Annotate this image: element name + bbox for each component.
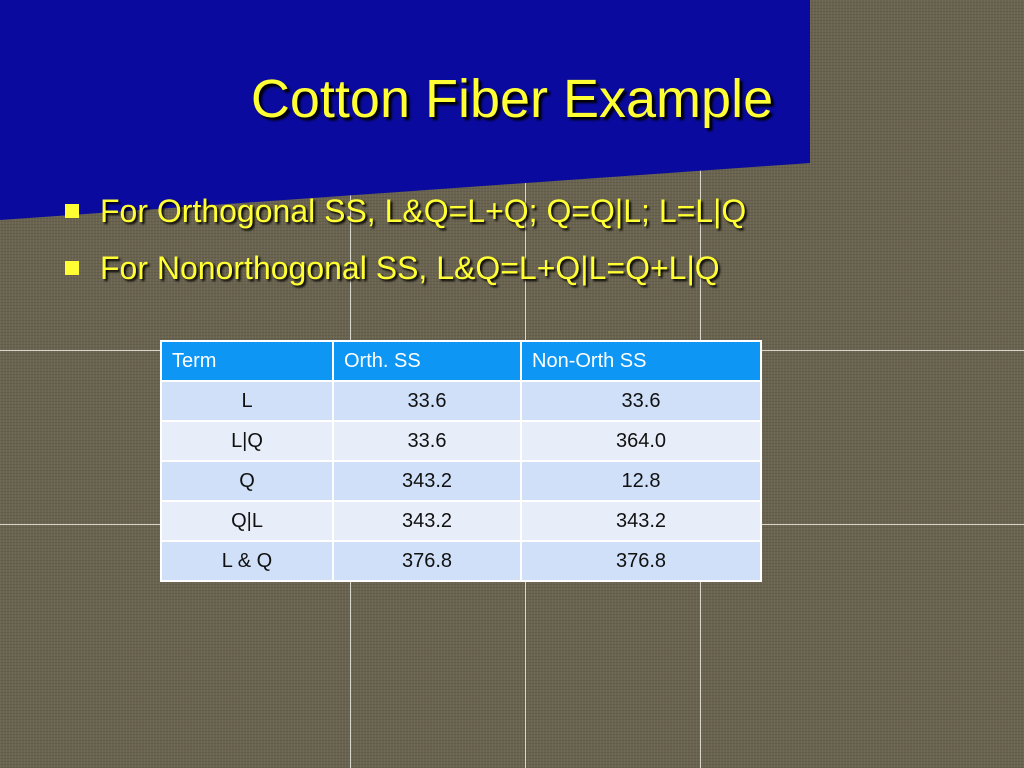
- table-row: Q 343.2 12.8: [160, 460, 762, 502]
- ss-table: Term Orth. SS Non-Orth SS L 33.6 33.6 L|Q 33.6…: [160, 340, 762, 582]
- table-cell: Q: [160, 460, 334, 502]
- table-row: L & Q 376.8 376.8: [160, 540, 762, 582]
- table-cell: 343.2: [332, 460, 522, 502]
- column-header: Non-Orth SS: [520, 340, 762, 382]
- table-body: L 33.6 33.6 L|Q 33.6 364.0 Q 343.2 12.8 Q|L 343.2 3…: [160, 380, 762, 582]
- bullet: For Nonorthogonal SS, L&Q=L+Q|L=Q+L|Q: [62, 245, 746, 302]
- table-cell: 33.6: [520, 380, 762, 422]
- table-row: Q|L 343.2 343.2: [160, 500, 762, 542]
- blue-shape: [0, 0, 810, 220]
- table-cell: L & Q: [160, 540, 334, 582]
- table-row: L 33.6 33.6: [160, 380, 762, 422]
- column-header: Orth. SS: [332, 340, 522, 382]
- table-cell: 376.8: [520, 540, 762, 582]
- table-cell: 364.0: [520, 420, 762, 462]
- table-cell: 33.6: [332, 380, 522, 422]
- table-cell: 12.8: [520, 460, 762, 502]
- table-row: L|Q 33.6 364.0: [160, 420, 762, 462]
- table-cell: L: [160, 380, 334, 422]
- slide-title: Cotton Fiber Example: [250, 69, 774, 129]
- header-row: Term Orth. SS Non-Orth SS: [160, 340, 762, 382]
- table-cell: Q|L: [160, 500, 334, 542]
- column-header: Term: [160, 340, 334, 382]
- table-cell: 343.2: [332, 500, 522, 542]
- table-cell: 343.2: [520, 500, 762, 542]
- table-cell: 33.6: [332, 420, 522, 462]
- bullet-list: For Orthogonal SS, L&Q=L+Q; Q=Q|L; L=L|Q…: [62, 188, 746, 302]
- table-cell: L|Q: [160, 420, 334, 462]
- bullet: For Orthogonal SS, L&Q=L+Q; Q=Q|L; L=L|Q: [62, 188, 746, 245]
- table-cell: 376.8: [332, 540, 522, 582]
